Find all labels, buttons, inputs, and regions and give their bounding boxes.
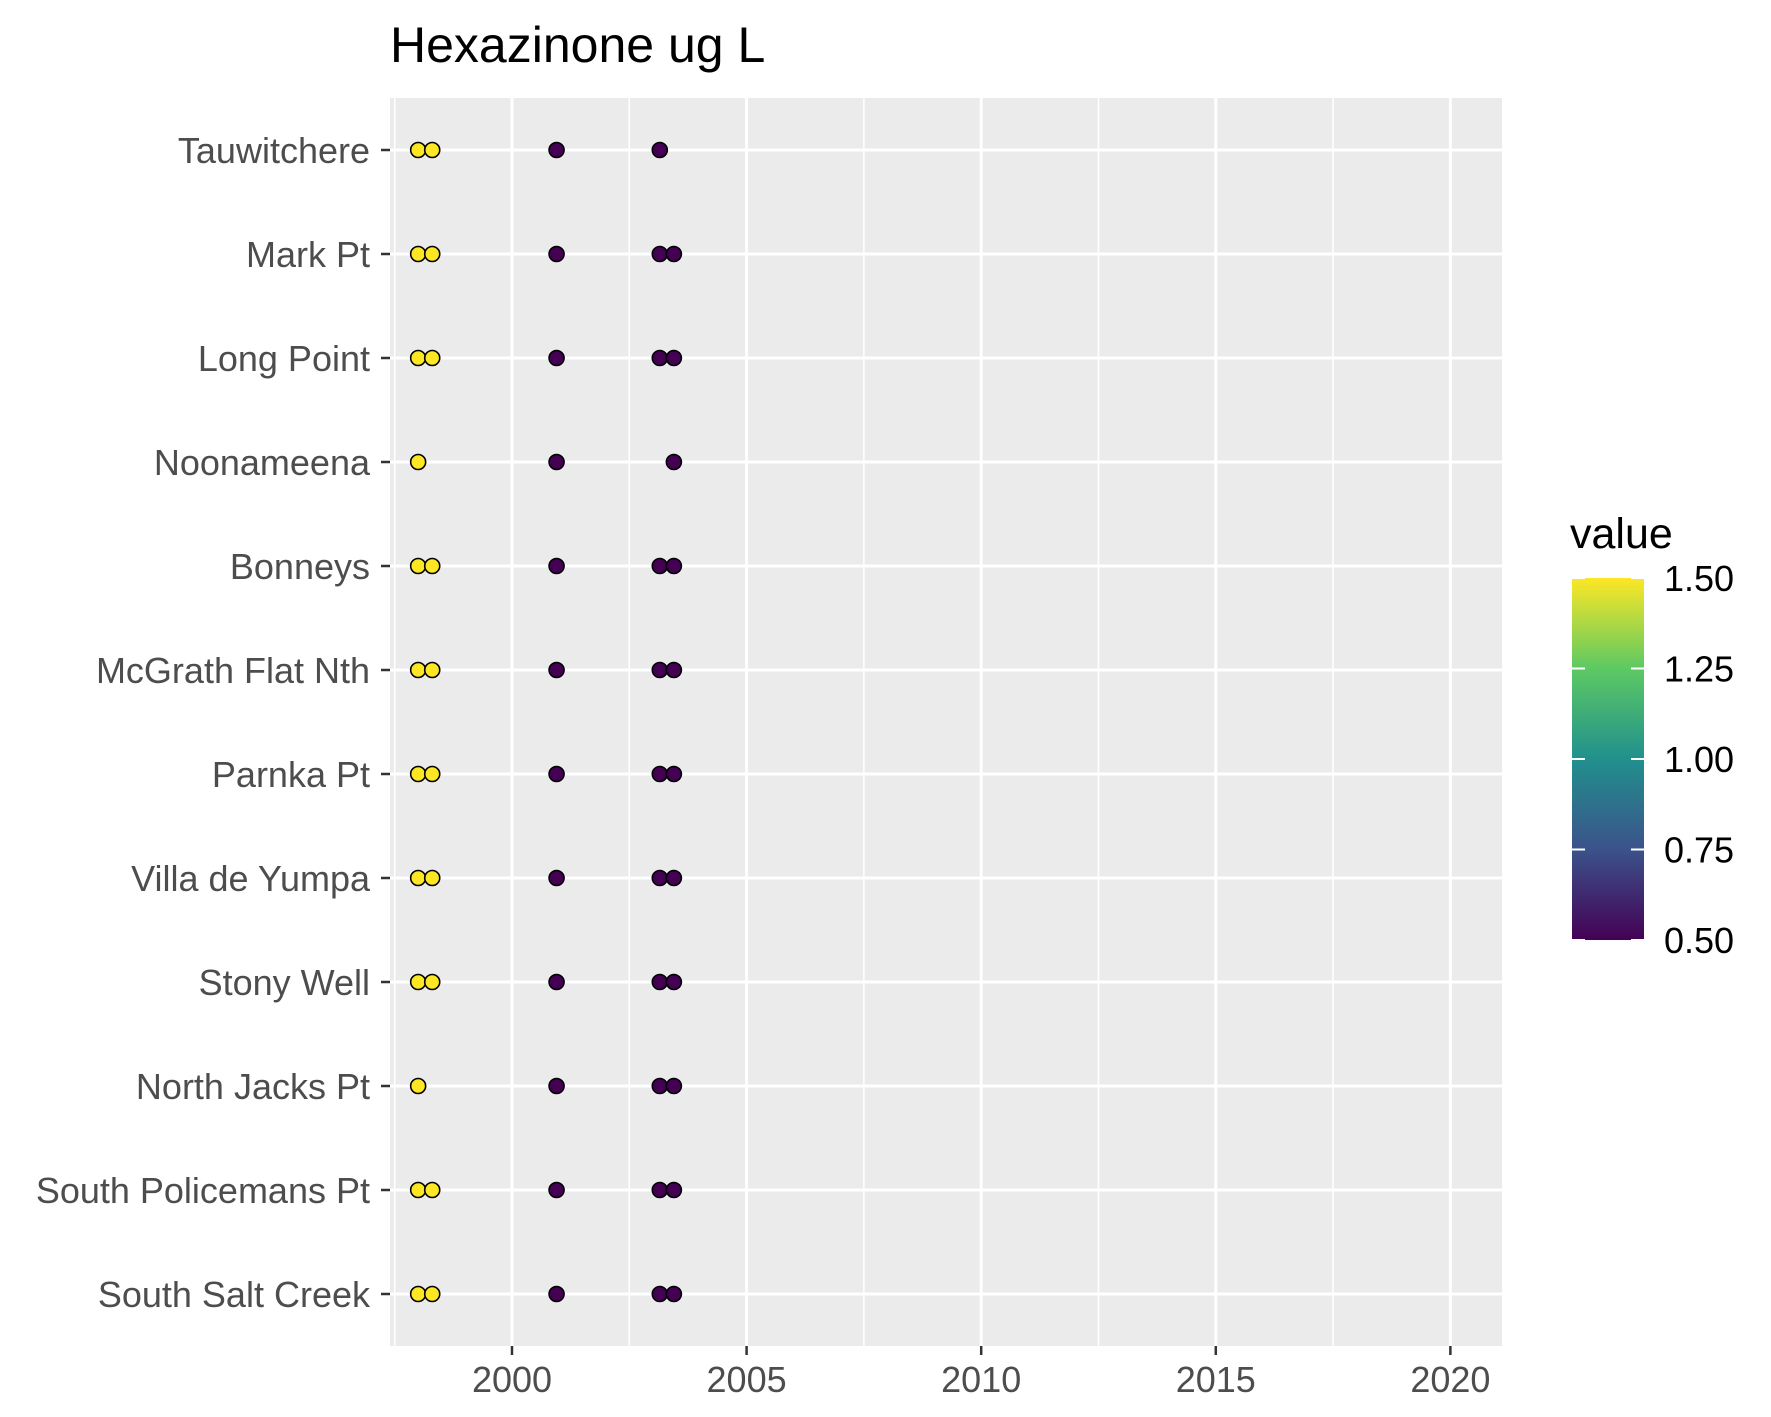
data-point bbox=[409, 661, 427, 679]
data-point bbox=[409, 1181, 427, 1199]
data-point bbox=[548, 1285, 565, 1303]
y-tick-label: Bonneys bbox=[230, 546, 370, 587]
data-point bbox=[665, 869, 683, 887]
data-point bbox=[423, 1285, 441, 1303]
data-point bbox=[665, 453, 683, 471]
data-point bbox=[651, 869, 669, 887]
data-point bbox=[548, 453, 565, 471]
legend: value 1.50 1.25 1.00 0.75 0.50 bbox=[1570, 510, 1734, 961]
y-tick-label: South Salt Creek bbox=[98, 1274, 371, 1315]
chart-title: Hexazinone ug L bbox=[390, 17, 765, 73]
data-point bbox=[423, 973, 441, 991]
data-point bbox=[423, 765, 441, 783]
x-tick-label: 2000 bbox=[472, 1359, 552, 1400]
data-point bbox=[651, 245, 669, 263]
data-point bbox=[548, 869, 565, 887]
data-point bbox=[409, 557, 427, 575]
data-point bbox=[423, 349, 441, 367]
y-tick-label: Parnka Pt bbox=[212, 754, 370, 795]
data-point bbox=[665, 1181, 683, 1199]
data-point bbox=[548, 1077, 565, 1095]
data-point bbox=[548, 245, 565, 263]
x-tick-label: 2010 bbox=[941, 1359, 1021, 1400]
data-point bbox=[651, 661, 669, 679]
data-point bbox=[651, 141, 669, 159]
data-point bbox=[651, 349, 669, 367]
data-point bbox=[409, 765, 427, 783]
y-tick-label: McGrath Flat Nth bbox=[96, 650, 370, 691]
data-point bbox=[409, 245, 427, 263]
data-point bbox=[409, 141, 427, 159]
data-point bbox=[665, 1285, 683, 1303]
data-point bbox=[548, 765, 565, 783]
data-point bbox=[651, 1181, 669, 1199]
plot-panel bbox=[390, 98, 1502, 1346]
legend-title: value bbox=[1570, 510, 1673, 558]
data-point bbox=[651, 557, 669, 575]
data-point bbox=[423, 245, 441, 263]
y-axis: Tauwitchere Mark Pt Long Point Noonameena Bo… bbox=[36, 130, 390, 1315]
data-point bbox=[651, 973, 669, 991]
data-point bbox=[548, 349, 565, 367]
y-tick-label: Long Point bbox=[198, 338, 370, 379]
data-point bbox=[665, 1077, 683, 1095]
data-point bbox=[548, 1181, 565, 1199]
data-point bbox=[665, 661, 683, 679]
grid-minor bbox=[393, 98, 1334, 1346]
data-point bbox=[423, 661, 441, 679]
data-point bbox=[651, 1077, 669, 1095]
y-tick-label: Noonameena bbox=[154, 442, 371, 483]
legend-tick-label: 0.50 bbox=[1664, 920, 1734, 961]
x-tick-label: 2020 bbox=[1410, 1359, 1490, 1400]
data-point bbox=[423, 869, 441, 887]
y-tick-label: Mark Pt bbox=[246, 234, 370, 275]
data-point bbox=[409, 349, 427, 367]
data-point bbox=[423, 141, 441, 159]
legend-tick-label: 1.00 bbox=[1664, 739, 1734, 780]
data-point bbox=[548, 557, 565, 575]
data-point bbox=[665, 349, 683, 367]
data-point bbox=[665, 765, 683, 783]
data-point bbox=[548, 661, 565, 679]
x-tick-label: 2015 bbox=[1176, 1359, 1256, 1400]
legend-tick-label: 1.25 bbox=[1664, 649, 1734, 690]
x-tick-label: 2005 bbox=[707, 1359, 787, 1400]
legend-tick-label: 1.50 bbox=[1664, 558, 1734, 599]
data-point bbox=[548, 141, 565, 159]
data-point bbox=[423, 557, 441, 575]
data-point bbox=[409, 1285, 427, 1303]
grid-major bbox=[390, 98, 1502, 1346]
data-point bbox=[665, 973, 683, 991]
data-point bbox=[423, 1181, 441, 1199]
y-tick-label: Tauwitchere bbox=[178, 130, 370, 171]
x-axis: 2000 2005 2010 2015 2020 bbox=[472, 1346, 1490, 1400]
data-point bbox=[409, 1077, 427, 1095]
data-point bbox=[409, 453, 427, 471]
y-tick-label: North Jacks Pt bbox=[136, 1066, 370, 1107]
data-point bbox=[409, 973, 427, 991]
data-point bbox=[651, 1285, 669, 1303]
data-point bbox=[409, 869, 427, 887]
data-point bbox=[665, 245, 683, 263]
points bbox=[409, 141, 683, 1303]
data-point bbox=[548, 973, 565, 991]
y-tick-label: Villa de Yumpa bbox=[131, 858, 371, 899]
y-tick-label: Stony Well bbox=[199, 962, 370, 1003]
legend-tick-label: 0.75 bbox=[1664, 830, 1734, 871]
legend-ticks: 1.50 1.25 1.00 0.75 0.50 bbox=[1572, 558, 1734, 961]
data-point bbox=[651, 765, 669, 783]
data-point bbox=[665, 557, 683, 575]
y-tick-label: South Policemans Pt bbox=[36, 1170, 370, 1211]
